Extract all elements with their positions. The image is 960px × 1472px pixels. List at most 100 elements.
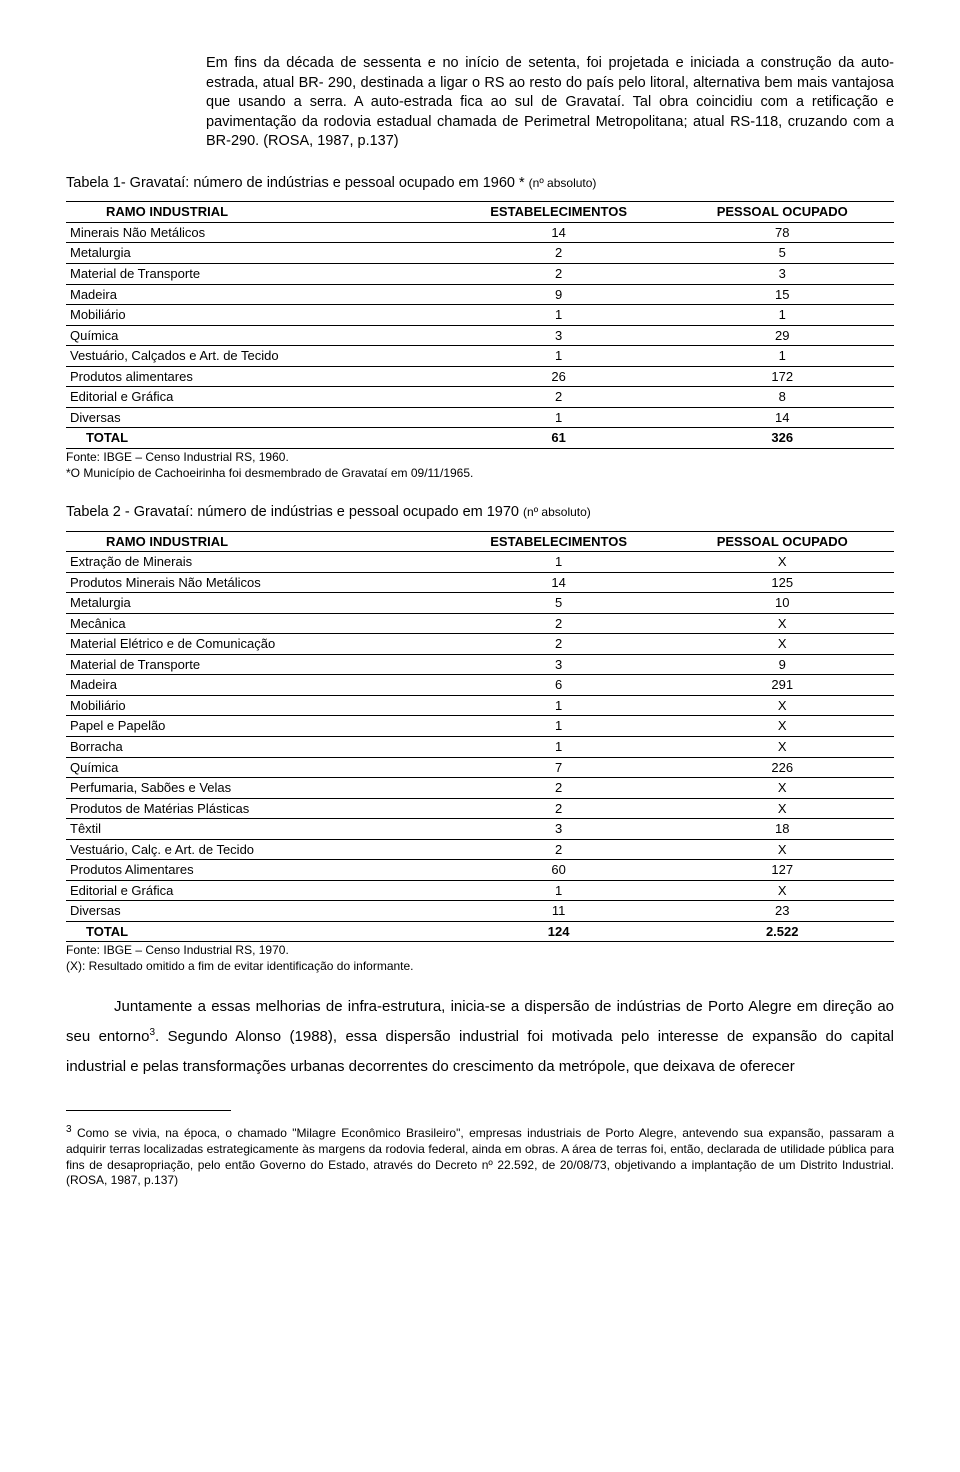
table-total-row: TOTAL61326 — [66, 428, 894, 449]
cell-pessoal: X — [670, 880, 894, 901]
cell-total-estab: 124 — [447, 921, 671, 942]
cell-total-pessoal: 2.522 — [670, 921, 894, 942]
table-row: Têxtil318 — [66, 819, 894, 840]
cell-estab: 1 — [447, 552, 671, 573]
table2-title-main: Tabela 2 - Gravataí: número de indústria… — [66, 504, 523, 520]
table-row: Química7226 — [66, 757, 894, 778]
cell-pessoal: 125 — [670, 572, 894, 593]
cell-pessoal: X — [670, 634, 894, 655]
cell-estab: 3 — [447, 654, 671, 675]
cell-pessoal: X — [670, 778, 894, 799]
cell-ramo: Diversas — [66, 901, 447, 922]
cell-ramo: Produtos de Matérias Plásticas — [66, 798, 447, 819]
table-row: Diversas1123 — [66, 901, 894, 922]
table1-col-pessoal: PESSOAL OCUPADO — [670, 202, 894, 223]
cell-estab: 1 — [447, 407, 671, 428]
cell-pessoal: 18 — [670, 819, 894, 840]
table-row: Minerais Não Metálicos1478 — [66, 222, 894, 243]
table-row: Material de Transporte39 — [66, 654, 894, 675]
cell-estab: 2 — [447, 613, 671, 634]
table-row: Borracha1X — [66, 736, 894, 757]
table-row: Mecânica2X — [66, 613, 894, 634]
cell-pessoal: X — [670, 552, 894, 573]
cell-pessoal: 1 — [670, 346, 894, 367]
cell-ramo: Borracha — [66, 736, 447, 757]
cell-pessoal: 29 — [670, 325, 894, 346]
cell-estab: 2 — [447, 839, 671, 860]
cell-estab: 7 — [447, 757, 671, 778]
cell-estab: 26 — [447, 366, 671, 387]
cell-pessoal: 5 — [670, 243, 894, 264]
footnote-rule — [66, 1110, 231, 1111]
cell-ramo: Produtos Minerais Não Metálicos — [66, 572, 447, 593]
cell-estab: 1 — [447, 716, 671, 737]
cell-pessoal: X — [670, 716, 894, 737]
table-row: Extração de Minerais1X — [66, 552, 894, 573]
table-row: Material de Transporte23 — [66, 264, 894, 285]
cell-ramo: Produtos Alimentares — [66, 860, 447, 881]
table-row: Metalurgia25 — [66, 243, 894, 264]
table2-footnote-1: Fonte: IBGE – Censo Industrial RS, 1970. — [66, 943, 894, 958]
cell-ramo: Química — [66, 325, 447, 346]
cell-estab: 2 — [447, 798, 671, 819]
cell-estab: 1 — [447, 880, 671, 901]
cell-ramo: Extração de Minerais — [66, 552, 447, 573]
cell-ramo: Madeira — [66, 675, 447, 696]
cell-total-pessoal: 326 — [670, 428, 894, 449]
cell-pessoal: X — [670, 798, 894, 819]
table-row: Metalurgia510 — [66, 593, 894, 614]
cell-ramo: Mobiliário — [66, 305, 447, 326]
cell-ramo: Mecânica — [66, 613, 447, 634]
body-paragraph-1: Juntamente a essas melhorias de infra-es… — [66, 992, 894, 1082]
table1-col-estab: ESTABELECIMENTOS — [447, 202, 671, 223]
cell-pessoal: 14 — [670, 407, 894, 428]
table2-title-sub: (nº absoluto) — [523, 505, 591, 519]
cell-pessoal: X — [670, 839, 894, 860]
cell-pessoal: 291 — [670, 675, 894, 696]
cell-pessoal: 1 — [670, 305, 894, 326]
table-row: Produtos alimentares26172 — [66, 366, 894, 387]
cell-ramo: Editorial e Gráfica — [66, 880, 447, 901]
table-row: Perfumaria, Sabões e Velas2X — [66, 778, 894, 799]
body-p1-b: . Segundo Alonso (1988), essa dispersão … — [66, 1028, 894, 1075]
cell-pessoal: X — [670, 736, 894, 757]
table2: RAMO INDUSTRIAL ESTABELECIMENTOS PESSOAL… — [66, 531, 894, 943]
cell-pessoal: 23 — [670, 901, 894, 922]
cell-total-estab: 61 — [447, 428, 671, 449]
table-row: Vestuário, Calçados e Art. de Tecido11 — [66, 346, 894, 367]
cell-ramo: Vestuário, Calç. e Art. de Tecido — [66, 839, 447, 860]
cell-estab: 14 — [447, 572, 671, 593]
cell-estab: 1 — [447, 305, 671, 326]
table-row: Diversas114 — [66, 407, 894, 428]
table-row: Papel e Papelão1X — [66, 716, 894, 737]
table-row: Produtos Alimentares60127 — [66, 860, 894, 881]
cell-ramo: Material de Transporte — [66, 654, 447, 675]
end-footnote: 3 Como se vivia, na época, o chamado "Mi… — [66, 1123, 894, 1188]
cell-ramo: Madeira — [66, 284, 447, 305]
cell-pessoal: 8 — [670, 387, 894, 408]
cell-estab: 2 — [447, 243, 671, 264]
cell-estab: 14 — [447, 222, 671, 243]
cell-pessoal: 3 — [670, 264, 894, 285]
table-row: Química329 — [66, 325, 894, 346]
cell-estab: 1 — [447, 736, 671, 757]
cell-ramo: Minerais Não Metálicos — [66, 222, 447, 243]
cell-ramo: Perfumaria, Sabões e Velas — [66, 778, 447, 799]
cell-estab: 2 — [447, 264, 671, 285]
cell-estab: 3 — [447, 819, 671, 840]
cell-pessoal: 15 — [670, 284, 894, 305]
table1-title-main: Tabela 1- Gravataí: número de indústrias… — [66, 175, 529, 191]
cell-pessoal: X — [670, 695, 894, 716]
table-row: Material Elétrico e de Comunicação2X — [66, 634, 894, 655]
cell-estab: 11 — [447, 901, 671, 922]
cell-estab: 1 — [447, 695, 671, 716]
cell-ramo: Mobiliário — [66, 695, 447, 716]
cell-pessoal: 78 — [670, 222, 894, 243]
cell-ramo: Química — [66, 757, 447, 778]
cell-ramo: Produtos alimentares — [66, 366, 447, 387]
table-row: Mobiliário11 — [66, 305, 894, 326]
table-row: Editorial e Gráfica28 — [66, 387, 894, 408]
cell-estab: 9 — [447, 284, 671, 305]
cell-pessoal: 10 — [670, 593, 894, 614]
cell-total-label: TOTAL — [66, 921, 447, 942]
